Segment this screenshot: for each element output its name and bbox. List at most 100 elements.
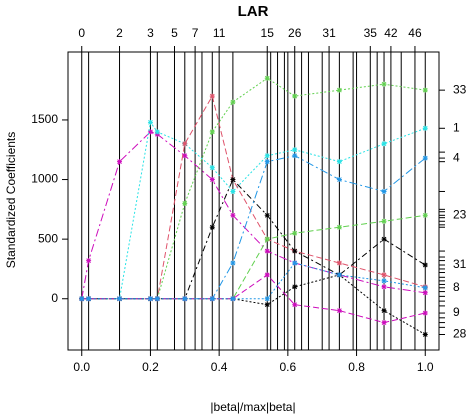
x-tick-label: 0.4 bbox=[211, 360, 228, 374]
point bbox=[381, 141, 387, 147]
point bbox=[381, 320, 387, 326]
y-tick-label: 1500 bbox=[31, 112, 58, 126]
point bbox=[147, 129, 153, 135]
top-tick-label: 2 bbox=[116, 26, 123, 40]
point bbox=[292, 147, 298, 153]
point bbox=[86, 258, 92, 264]
point bbox=[422, 285, 428, 291]
point bbox=[292, 248, 298, 254]
top-tick-label: 15 bbox=[261, 26, 275, 40]
top-tick-label: 26 bbox=[288, 26, 302, 40]
point bbox=[147, 119, 153, 125]
y-tick-label: 1000 bbox=[31, 172, 58, 186]
point bbox=[336, 260, 342, 266]
point bbox=[336, 159, 342, 165]
point bbox=[264, 236, 270, 242]
point bbox=[264, 159, 270, 165]
point bbox=[230, 99, 236, 105]
point bbox=[209, 296, 215, 302]
x-tick-label: 0.0 bbox=[73, 360, 90, 374]
series-line bbox=[81, 155, 426, 300]
point bbox=[336, 272, 342, 278]
point bbox=[422, 310, 428, 316]
point bbox=[292, 93, 298, 99]
point bbox=[230, 188, 236, 194]
y2-tick-label: 9 bbox=[453, 305, 460, 319]
series-line bbox=[81, 214, 426, 300]
point bbox=[292, 230, 298, 236]
point bbox=[117, 159, 123, 165]
point bbox=[264, 272, 270, 278]
point bbox=[422, 212, 428, 218]
point bbox=[209, 224, 215, 230]
plot-frame bbox=[67, 51, 440, 351]
point bbox=[292, 153, 298, 159]
point bbox=[182, 153, 188, 159]
point bbox=[422, 332, 428, 338]
point bbox=[209, 129, 215, 135]
y-axis-label: Standardized Coefficients bbox=[4, 132, 18, 269]
y2-tick-label: 31 bbox=[453, 257, 467, 271]
point bbox=[230, 177, 236, 183]
y2-tick-label: 28 bbox=[453, 327, 467, 341]
y2-tick-label: 8 bbox=[453, 280, 460, 294]
top-tick-label: 31 bbox=[322, 26, 336, 40]
point bbox=[292, 284, 298, 290]
chart-title: LAR bbox=[238, 3, 269, 20]
x-tick-label: 1.0 bbox=[417, 360, 434, 374]
top-tick-label: 3 bbox=[147, 26, 154, 40]
point bbox=[182, 296, 188, 302]
series-line bbox=[81, 262, 426, 300]
point bbox=[381, 81, 387, 87]
top-tick-label: 46 bbox=[408, 26, 422, 40]
top-tick-label: 7 bbox=[192, 26, 199, 40]
point bbox=[336, 177, 342, 183]
top-tick-label: 42 bbox=[384, 26, 398, 40]
point bbox=[381, 278, 387, 284]
point bbox=[422, 262, 428, 268]
point bbox=[182, 141, 188, 147]
y2-tick-label: 23 bbox=[453, 207, 467, 221]
x-tick-label: 0.6 bbox=[280, 360, 297, 374]
y-tick-label: 500 bbox=[38, 231, 58, 245]
point bbox=[381, 284, 387, 290]
point bbox=[264, 296, 270, 302]
point bbox=[422, 290, 428, 296]
point bbox=[264, 153, 270, 159]
point bbox=[336, 308, 342, 314]
y2-tick-label: 33 bbox=[453, 82, 467, 96]
x-tick-label: 0.2 bbox=[142, 360, 159, 374]
point bbox=[117, 296, 123, 302]
point bbox=[230, 296, 236, 302]
x-axis-label: |beta|/max|beta| bbox=[210, 400, 295, 414]
y2-tick-label: 4 bbox=[453, 150, 460, 164]
point bbox=[381, 218, 387, 224]
point bbox=[292, 260, 298, 266]
y2-tick-label: 1 bbox=[453, 120, 460, 134]
point bbox=[264, 302, 270, 308]
y-tick-label: 0 bbox=[51, 291, 58, 305]
series-line bbox=[81, 94, 426, 300]
point bbox=[336, 87, 342, 93]
top-tick-label: 11 bbox=[213, 26, 226, 40]
top-tick-label: 5 bbox=[171, 26, 178, 40]
point bbox=[182, 200, 188, 206]
x-tick-label: 0.8 bbox=[348, 360, 365, 374]
point bbox=[381, 188, 387, 194]
point bbox=[154, 129, 160, 135]
top-tick-label: 0 bbox=[78, 26, 85, 40]
point bbox=[209, 177, 215, 183]
point bbox=[147, 296, 153, 302]
point bbox=[264, 75, 270, 81]
point bbox=[79, 296, 85, 302]
point bbox=[86, 296, 92, 302]
series-line bbox=[81, 77, 426, 300]
point bbox=[336, 224, 342, 230]
point bbox=[381, 272, 387, 278]
point bbox=[264, 248, 270, 254]
point bbox=[154, 296, 160, 302]
series-line bbox=[81, 178, 426, 300]
point bbox=[230, 260, 236, 266]
point bbox=[230, 212, 236, 218]
